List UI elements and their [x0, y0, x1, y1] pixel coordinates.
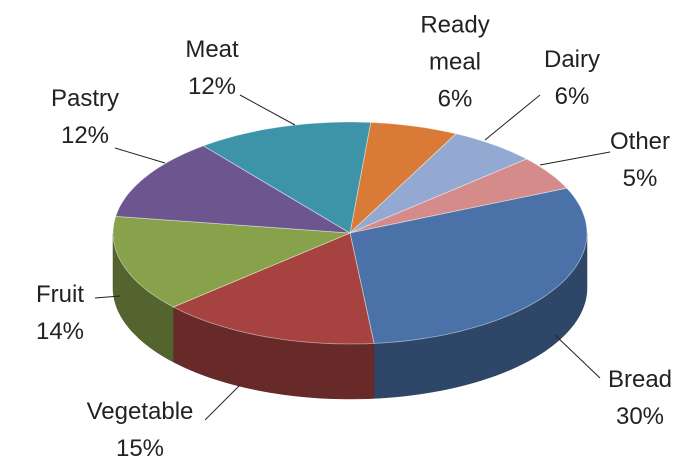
slice	[172, 232, 375, 345]
leader-line	[94, 295, 121, 299]
value-label: 5%	[622, 165, 658, 192]
category-label: Meat	[185, 36, 239, 63]
data-label: Bread 30%	[608, 361, 672, 435]
leader-line	[539, 151, 611, 166]
data-label: Dairy 6%	[544, 41, 600, 115]
slice	[202, 121, 372, 234]
category-label: Other	[609, 128, 671, 155]
value-label: 14%	[35, 318, 85, 345]
slice	[349, 158, 568, 234]
category-label: Pastry	[50, 85, 120, 112]
category-label: Ready meal	[420, 11, 490, 76]
data-label: Meat 12%	[185, 31, 238, 105]
value-label: 12%	[60, 122, 110, 149]
slice	[115, 145, 351, 234]
value-label: 6%	[554, 83, 590, 110]
slice	[349, 133, 528, 234]
category-label: Vegetable	[86, 398, 194, 425]
category-label: Fruit	[35, 281, 84, 308]
value-label: 12%	[187, 73, 237, 100]
value-label: 6%	[437, 85, 473, 113]
data-label: Ready meal 6%	[410, 7, 500, 118]
leader-line	[484, 94, 541, 141]
category-label: Bread	[607, 366, 673, 393]
data-label: Other 5%	[610, 123, 670, 197]
slice	[349, 187, 588, 344]
data-label: Fruit 14%	[36, 276, 84, 350]
leader-line	[114, 147, 166, 164]
leader-line	[204, 384, 241, 421]
value-label: 30%	[615, 403, 665, 430]
data-label: Pastry 12%	[51, 80, 119, 154]
value-label: 15%	[115, 435, 165, 462]
slice	[112, 215, 351, 308]
leader-line	[554, 334, 601, 379]
category-label: Dairy	[543, 46, 601, 73]
leader-line	[239, 94, 296, 126]
data-label: Vegetable 15%	[87, 393, 194, 467]
slice	[349, 121, 457, 235]
